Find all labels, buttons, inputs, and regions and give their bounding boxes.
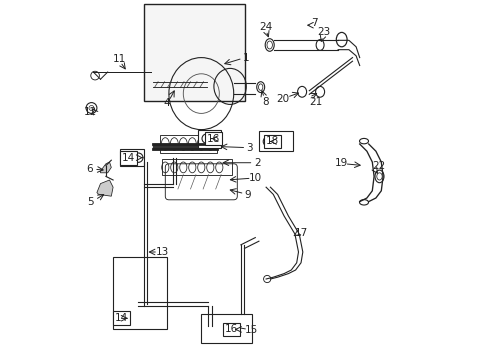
Text: 6: 6 — [86, 164, 93, 174]
Polygon shape — [97, 180, 113, 196]
Text: 21: 21 — [308, 96, 322, 107]
Bar — [113, 257, 167, 329]
Text: 9: 9 — [244, 190, 251, 200]
Text: 12: 12 — [84, 107, 97, 117]
Text: 8: 8 — [262, 96, 268, 107]
Text: 14: 14 — [114, 313, 127, 323]
Bar — [258, 131, 292, 151]
Bar — [201, 314, 251, 343]
Text: 1: 1 — [243, 53, 249, 63]
Polygon shape — [101, 162, 111, 173]
Text: 15: 15 — [244, 325, 258, 335]
Text: 10: 10 — [248, 173, 262, 183]
Bar — [197, 130, 221, 148]
Text: 11: 11 — [113, 54, 126, 64]
Text: 23: 23 — [316, 27, 330, 37]
Bar — [115, 310, 138, 327]
Text: 5: 5 — [87, 197, 94, 207]
Text: 3: 3 — [246, 143, 253, 153]
Text: 18: 18 — [265, 136, 279, 147]
Text: 24: 24 — [258, 22, 271, 32]
Text: 19: 19 — [334, 158, 347, 168]
Text: 13: 13 — [156, 247, 169, 257]
Text: 4: 4 — [163, 98, 169, 108]
Text: 7: 7 — [311, 18, 317, 28]
Bar — [160, 135, 217, 153]
Bar — [162, 159, 231, 175]
Text: 16: 16 — [206, 134, 219, 144]
Text: 22: 22 — [371, 161, 385, 171]
Text: 2: 2 — [253, 158, 260, 168]
Bar — [221, 320, 244, 338]
Text: 20: 20 — [276, 94, 289, 104]
Bar — [120, 149, 143, 166]
Text: 16: 16 — [224, 324, 237, 334]
Text: 17: 17 — [294, 228, 307, 238]
Bar — [143, 4, 244, 101]
Text: 14: 14 — [122, 153, 135, 163]
